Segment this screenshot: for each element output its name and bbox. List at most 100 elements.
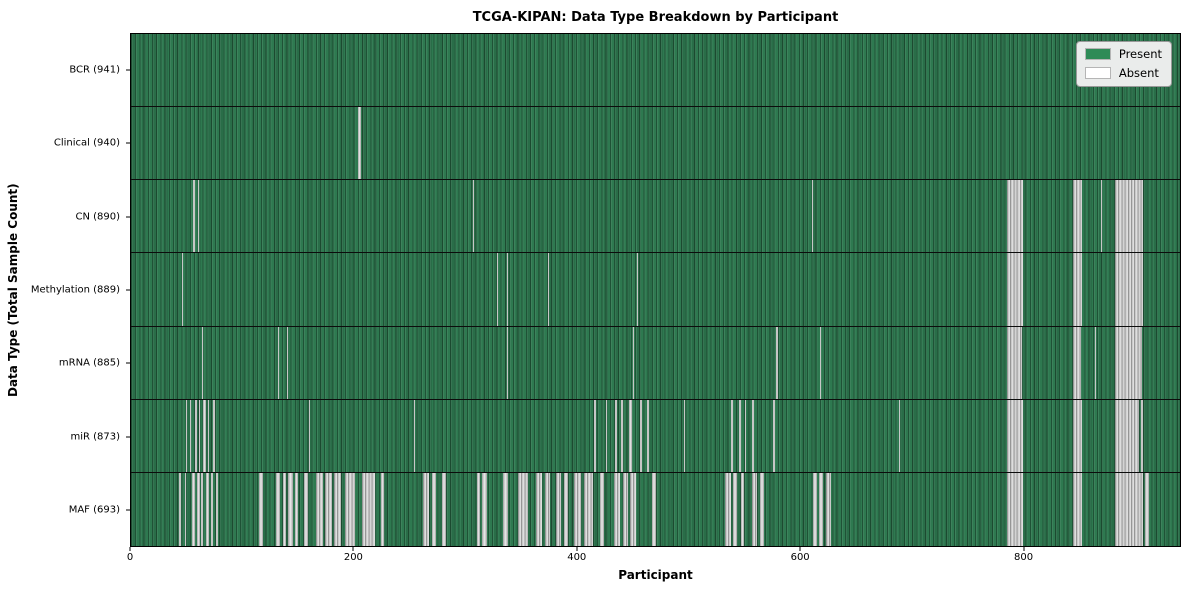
absent-stripe — [207, 399, 210, 472]
absent-stripe — [506, 253, 508, 326]
legend-item-absent: Absent — [1084, 66, 1162, 80]
absent-stripe — [1100, 180, 1102, 253]
absent-stripe — [199, 399, 201, 472]
absent-stripe — [776, 326, 778, 399]
absent-stripe — [640, 399, 642, 472]
absent-stripe — [213, 399, 215, 472]
y-tick-mark — [126, 69, 130, 71]
absent-stripe — [751, 472, 758, 546]
absent-stripe — [358, 107, 361, 180]
absent-stripe — [423, 472, 429, 546]
absent-stripe — [1072, 326, 1081, 399]
absent-stripe — [196, 472, 201, 546]
x-tick-label-200: 200 — [343, 552, 363, 563]
absent-stripe — [1072, 180, 1082, 253]
absent-stripe — [1007, 326, 1022, 399]
y-tick-label-cn: CN (890) — [75, 211, 120, 223]
absent-stripe — [651, 472, 657, 546]
absent-stripe — [431, 472, 437, 546]
absent-stripe — [1115, 253, 1144, 326]
absent-stripe — [1007, 472, 1023, 546]
absent-stripe — [535, 472, 543, 546]
absent-stripe — [751, 399, 755, 472]
absent-stripe — [203, 399, 206, 472]
absent-stripe — [193, 180, 195, 253]
absent-stripe — [442, 472, 447, 546]
x-tick-mark — [129, 547, 131, 551]
absent-stripe — [1007, 253, 1023, 326]
absent-stripe — [605, 399, 607, 472]
row-maf — [131, 472, 1180, 546]
absent-stripe — [555, 472, 562, 546]
y-tick-mark — [126, 289, 130, 291]
absent-stripe — [683, 399, 686, 472]
absent-stripe — [825, 472, 832, 546]
plot-area: Present Absent — [130, 33, 1181, 547]
chart-title: TCGA-KIPAN: Data Type Breakdown by Parti… — [472, 10, 839, 25]
absent-stripe — [361, 472, 376, 546]
x-tick-label-0: 0 — [126, 552, 134, 563]
row-mrna — [131, 326, 1180, 400]
absent-stripe — [632, 326, 634, 399]
absent-stripe — [813, 472, 817, 546]
absent-stripe — [630, 472, 636, 546]
absent-stripe — [182, 253, 184, 326]
absent-stripe — [294, 472, 299, 546]
absent-stripe — [647, 399, 650, 472]
absent-stripe — [759, 472, 765, 546]
absent-swatch — [1084, 67, 1111, 79]
absent-stripe — [621, 399, 623, 472]
y-tick-mark — [126, 509, 130, 511]
x-axis-title: Participant — [618, 568, 693, 582]
present-swatch — [1084, 48, 1111, 60]
x-tick-label-800: 800 — [1013, 552, 1034, 563]
absent-stripe — [1072, 399, 1082, 472]
absent-stripe — [205, 472, 210, 546]
y-tick-mark — [126, 216, 130, 218]
absent-stripe — [622, 472, 629, 546]
absent-stripe — [819, 326, 822, 399]
plot-rows — [131, 34, 1180, 546]
row-methylation — [131, 253, 1180, 327]
absent-stripe — [583, 472, 593, 546]
absent-stripe — [732, 472, 738, 546]
absent-stripe — [303, 472, 309, 546]
absent-stripe — [563, 472, 568, 546]
absent-stripe — [1095, 326, 1097, 399]
absent-stripe — [1007, 399, 1023, 472]
absent-stripe — [544, 472, 551, 546]
x-tick-mark — [1023, 547, 1025, 551]
row-mir — [131, 399, 1180, 473]
absent-stripe — [496, 253, 498, 326]
absent-stripe — [324, 472, 332, 546]
absent-stripe — [278, 326, 280, 399]
absent-stripe — [730, 399, 733, 472]
x-tick-mark — [799, 547, 801, 551]
absent-stripe — [547, 253, 550, 326]
absent-stripe — [215, 472, 218, 546]
absent-stripe — [725, 472, 731, 546]
absent-stripe — [316, 472, 323, 546]
y-axis-ticks: BCR (941) Clinical (940) CN (890) Methylati… — [0, 33, 130, 547]
row-cn — [131, 180, 1180, 254]
absent-stripe — [184, 472, 186, 546]
x-tick-mark — [576, 547, 578, 551]
absent-stripe — [275, 472, 281, 546]
y-tick-label-mir: miR (873) — [70, 431, 120, 443]
y-tick-mark — [126, 142, 130, 144]
absent-stripe — [1115, 472, 1144, 546]
absent-stripe — [414, 399, 416, 472]
absent-stripe — [1140, 399, 1144, 472]
row-bcr — [131, 34, 1180, 108]
absent-stripe — [473, 180, 475, 253]
absent-stripe — [192, 472, 195, 546]
y-tick-mark — [126, 436, 130, 438]
absent-stripe — [637, 253, 639, 326]
absent-stripe — [185, 399, 187, 472]
y-tick-label-clinical: Clinical (940) — [53, 137, 120, 149]
absent-stripe — [476, 472, 480, 546]
absent-stripe — [197, 180, 199, 253]
absent-stripe — [190, 399, 192, 472]
absent-stripe — [194, 399, 197, 472]
